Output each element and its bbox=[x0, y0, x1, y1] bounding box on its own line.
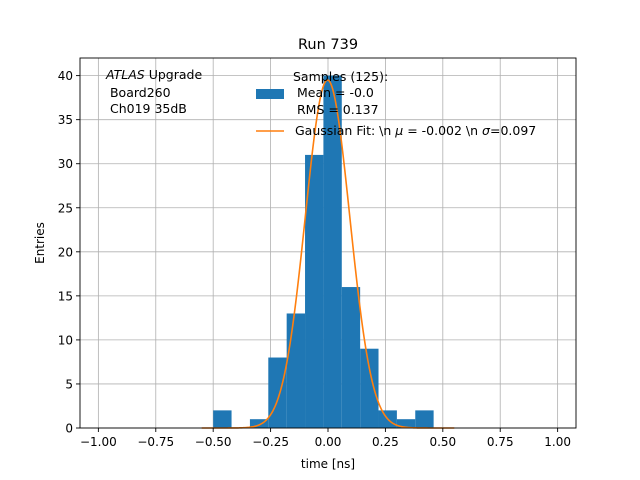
histogram-bar bbox=[415, 410, 434, 428]
x-axis-ticks: −1.00 −0.75 −0.50 −0.25 0.00 0.25 0.50 0.75 1.00 bbox=[80, 428, 571, 449]
legend-fit-sigma: σ bbox=[482, 123, 491, 138]
histogram-bar bbox=[249, 419, 269, 428]
y-tick-label: 30 bbox=[58, 157, 73, 171]
annotation-upgrade: Upgrade bbox=[145, 67, 203, 82]
histogram-bar bbox=[360, 348, 379, 428]
annotation-line-1: ATLAS Upgrade bbox=[105, 67, 202, 82]
y-tick-label: 35 bbox=[58, 113, 73, 127]
legend-fit-part-a: Gaussian Fit: \n bbox=[295, 123, 395, 138]
y-tick-label: 5 bbox=[65, 377, 73, 391]
y-tick-label: 25 bbox=[58, 201, 73, 215]
histogram-bar bbox=[341, 287, 361, 428]
x-tick-label: −0.75 bbox=[137, 435, 174, 449]
y-tick-label: 40 bbox=[58, 69, 73, 83]
x-axis-label: time [ns] bbox=[301, 457, 355, 471]
x-tick-label: −0.25 bbox=[252, 435, 289, 449]
histogram-bars bbox=[213, 75, 434, 428]
y-tick-label: 20 bbox=[58, 245, 73, 259]
chart-title: Run 739 bbox=[298, 37, 358, 53]
histogram-bar bbox=[286, 313, 306, 428]
legend-hist-swatch bbox=[256, 89, 284, 99]
x-tick-label: −0.50 bbox=[195, 435, 232, 449]
histogram-bar bbox=[305, 154, 324, 428]
y-axis-ticks: 0 5 10 15 20 25 30 35 40 bbox=[58, 69, 80, 436]
y-tick-label: 10 bbox=[58, 333, 73, 347]
legend: Samples (125): Mean = -0.0 RMS = 0.137 G… bbox=[256, 69, 536, 138]
legend-fit-part-c: =0.097 bbox=[490, 123, 536, 138]
histogram-bar bbox=[213, 410, 232, 428]
x-tick-label: 0.50 bbox=[429, 435, 456, 449]
legend-fit-part-b: = -0.002 \n bbox=[403, 123, 482, 138]
annotation-line-2: Board260 bbox=[106, 85, 171, 100]
histogram-bar bbox=[268, 357, 287, 428]
histogram-bar bbox=[396, 419, 416, 428]
x-tick-label: 0.00 bbox=[315, 435, 342, 449]
annotation-line-3: Ch019 35dB bbox=[106, 101, 187, 116]
y-tick-label: 0 bbox=[65, 422, 73, 436]
y-tick-label: 15 bbox=[58, 289, 73, 303]
legend-fit-label: Gaussian Fit: \n μ = -0.002 \n σ=0.097 bbox=[295, 123, 536, 138]
legend-hist-mean: Mean = -0.0 bbox=[293, 85, 374, 100]
annotation-atlas: ATLAS bbox=[105, 67, 145, 82]
x-tick-label: 0.25 bbox=[372, 435, 399, 449]
legend-fit-mu: μ bbox=[394, 123, 403, 138]
legend-hist-rms: RMS = 0.137 bbox=[293, 102, 379, 117]
x-tick-label: 0.75 bbox=[487, 435, 514, 449]
y-axis-label: Entries bbox=[33, 222, 47, 264]
atlas-annotation: ATLAS Upgrade Board260 Ch019 35dB bbox=[105, 67, 202, 116]
x-tick-label: 1.00 bbox=[544, 435, 571, 449]
x-tick-label: −1.00 bbox=[80, 435, 117, 449]
legend-title: Samples (125): bbox=[293, 69, 388, 84]
histogram-bar bbox=[323, 75, 342, 428]
